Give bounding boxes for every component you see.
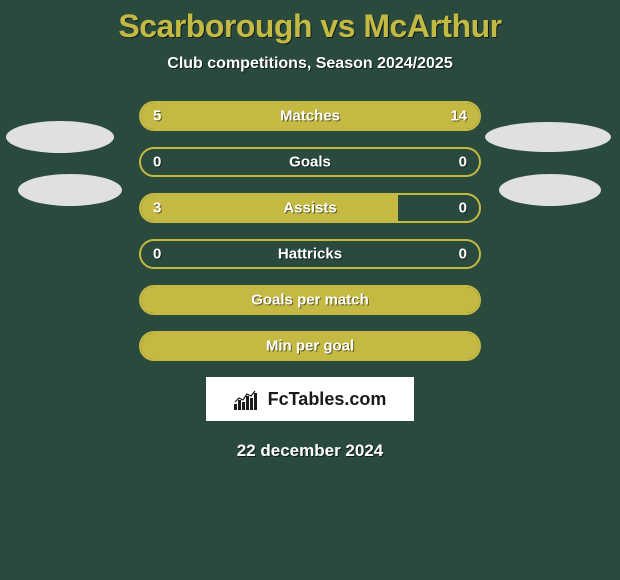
stat-label: Goals per match — [141, 292, 479, 309]
stat-label: Hattricks — [141, 246, 479, 263]
stat-value-right: 0 — [459, 154, 467, 171]
stat-value-right: 0 — [459, 200, 467, 217]
fctables-icon — [234, 388, 262, 410]
player-placeholder — [499, 174, 601, 206]
stat-value-left: 0 — [153, 154, 161, 171]
stat-row: Min per goal — [139, 331, 481, 361]
stat-row: Matches5 14 — [139, 101, 481, 131]
logo-box: FcTables.com — [206, 377, 414, 421]
stat-value-right: 0 — [459, 246, 467, 263]
stat-value-right: 14 — [450, 108, 467, 125]
stat-value-left: 5 — [153, 108, 161, 125]
stat-row: Assists3 0 — [139, 193, 481, 223]
stat-row: Goals0 0 — [139, 147, 481, 177]
stat-row: Goals per match — [139, 285, 481, 315]
player-placeholder — [18, 174, 122, 206]
stat-label: Matches — [141, 108, 479, 125]
subtitle: Club competitions, Season 2024/2025 — [0, 55, 620, 73]
logo-text: FcTables.com — [268, 389, 387, 410]
comparison-infographic: Scarborough vs McArthur Club competition… — [0, 0, 620, 580]
stat-label: Goals — [141, 154, 479, 171]
stat-row: Hattricks0 0 — [139, 239, 481, 269]
player-placeholder — [6, 121, 114, 153]
page-title: Scarborough vs McArthur — [0, 8, 620, 45]
stat-label: Assists — [141, 200, 479, 217]
date-line: 22 december 2024 — [0, 441, 620, 461]
player-placeholder — [485, 122, 611, 152]
stat-value-left: 0 — [153, 246, 161, 263]
stat-value-left: 3 — [153, 200, 161, 217]
stat-label: Min per goal — [141, 338, 479, 355]
